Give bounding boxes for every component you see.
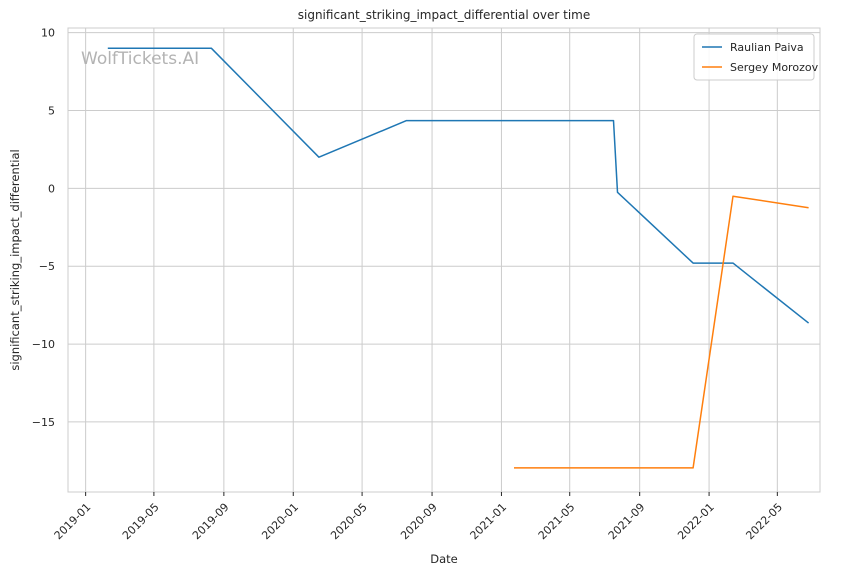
y-tick-label: 10 — [41, 27, 55, 40]
y-tick-label: −5 — [39, 260, 55, 273]
legend-box — [693, 33, 815, 81]
chart-title: significant_striking_impact_differential… — [298, 8, 590, 22]
grid — [68, 28, 820, 492]
y-tick-label: 0 — [48, 182, 55, 195]
y-tick-label: −15 — [32, 416, 55, 429]
legend-label-sergey-morozov: Sergey Morozov — [730, 61, 819, 74]
series-group — [107, 47, 810, 469]
series-line-sergey-morozov — [514, 195, 809, 469]
x-axis-label: Date — [430, 552, 458, 566]
y-tick-label: −10 — [32, 338, 55, 351]
legend: Raulian Paiva Sergey Morozov — [693, 33, 819, 81]
y-tick-label: 5 — [48, 105, 55, 118]
series-line-raulian-paiva — [107, 47, 810, 324]
plot-area — [67, 27, 821, 493]
watermark: WolfTickets.AI — [81, 49, 199, 69]
legend-label-raulian-paiva: Raulian Paiva — [730, 41, 804, 54]
y-axis-label: significant_striking_impact_differential — [8, 149, 22, 370]
